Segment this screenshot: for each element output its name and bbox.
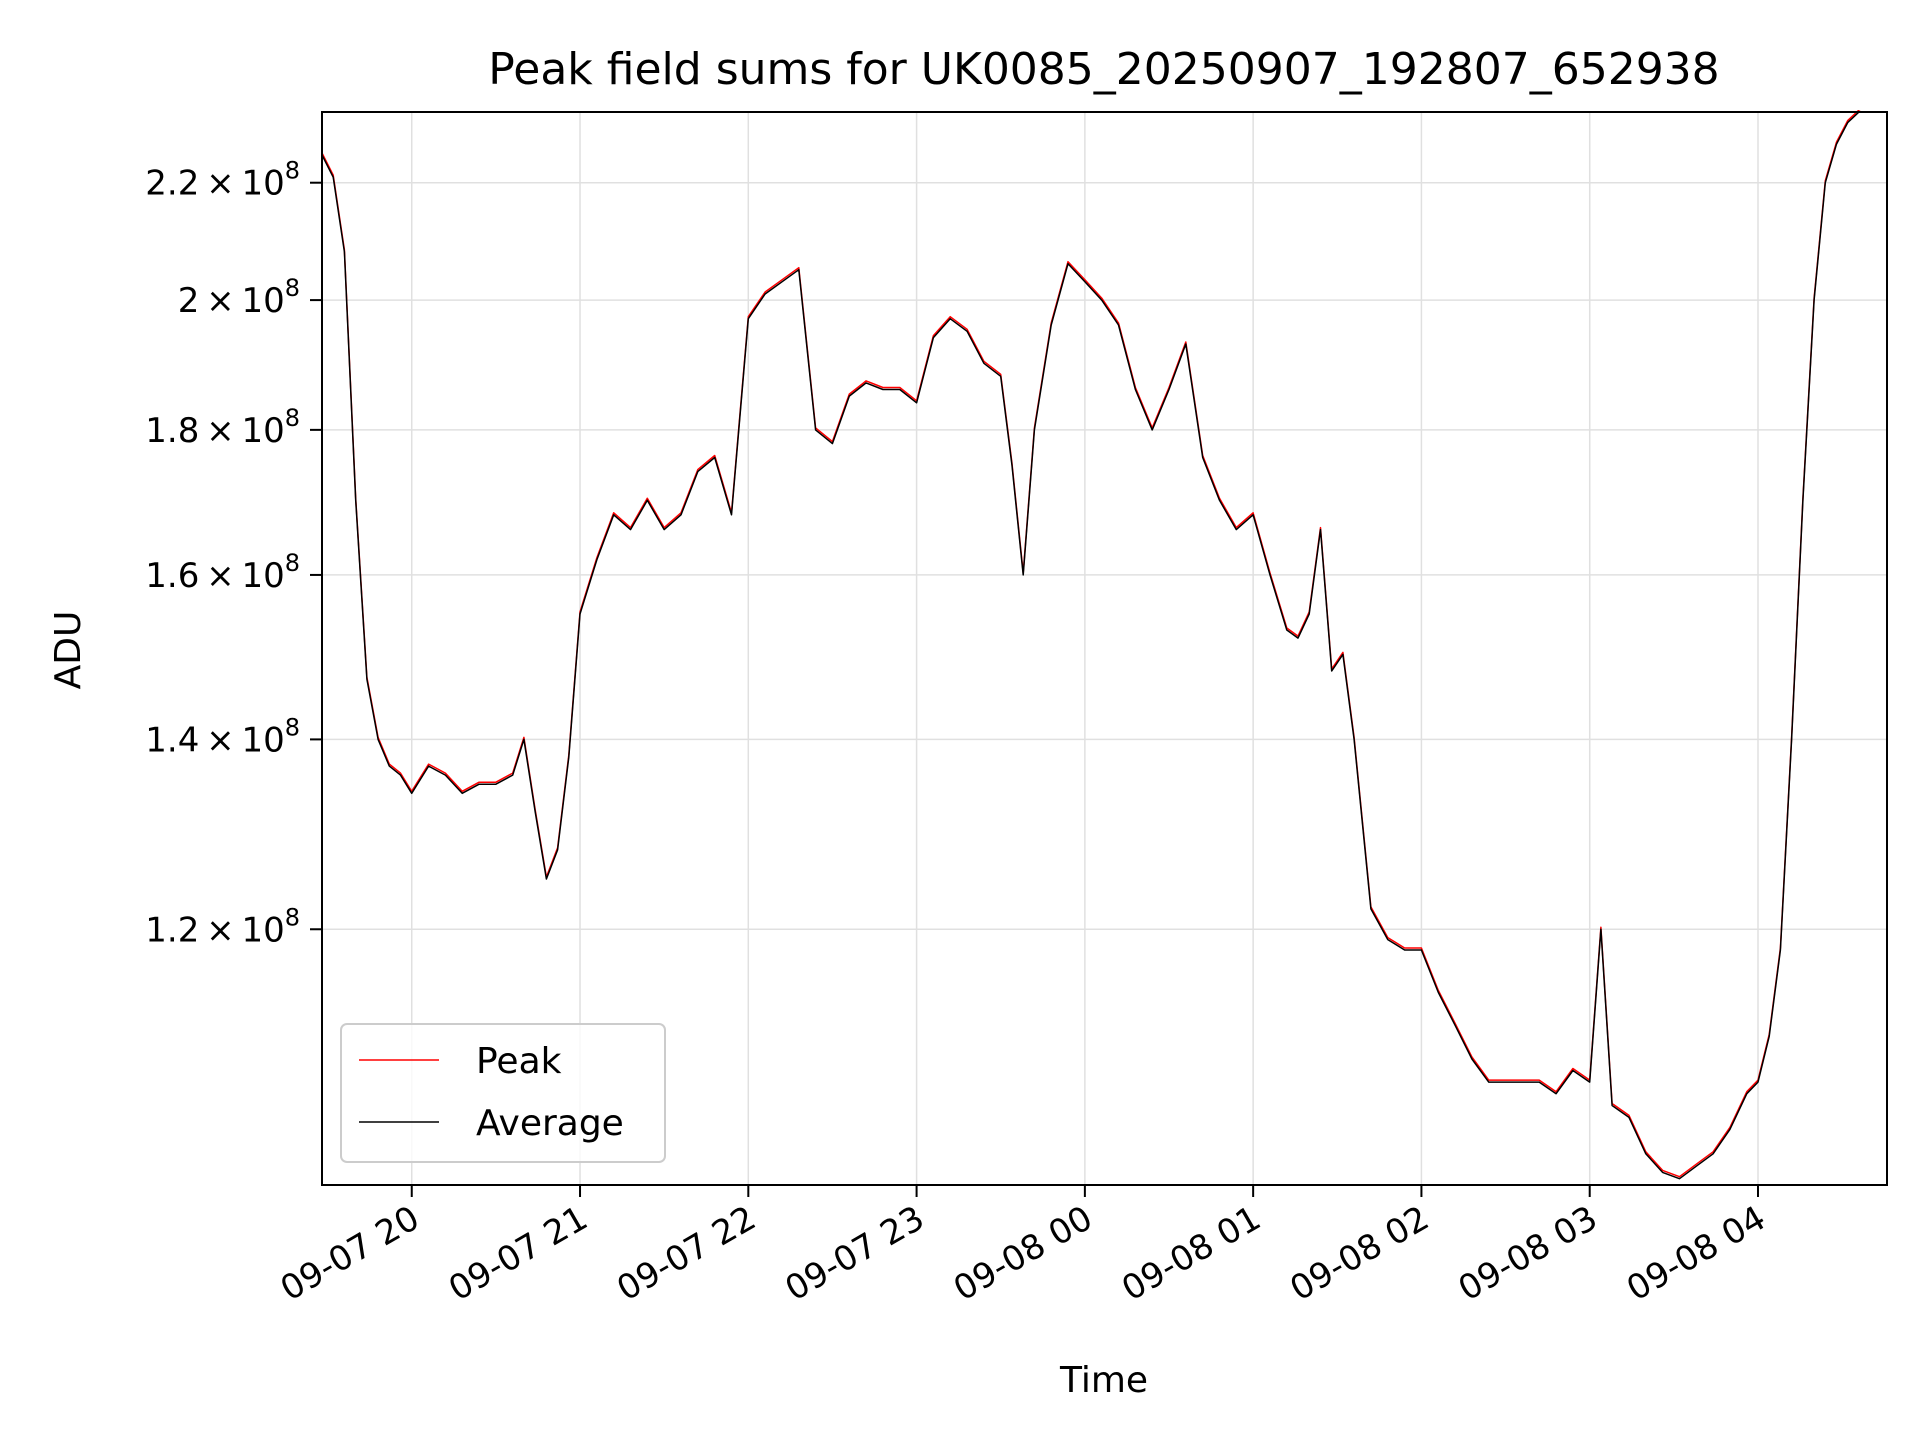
y-tick-base: 10 (241, 164, 284, 204)
y-tick-exponent: 8 (285, 713, 300, 741)
y-tick-mantissa: 1.6 (145, 556, 199, 596)
y-axis-label: ADU (48, 611, 89, 690)
x-axis-label: Time (1059, 1360, 1148, 1401)
y-tick-base: 10 (241, 910, 284, 950)
y-tick-base: 10 (241, 720, 284, 760)
x-tick-label: 09-08 03 (1452, 1198, 1604, 1309)
x-tick-label: 09-07 22 (610, 1198, 762, 1309)
y-tick-label: 1.4 × 108 (145, 713, 300, 760)
x-gridlines (410, 112, 1759, 1185)
y-tick-mantissa: 1.8 (145, 411, 199, 451)
y-tick-exponent: 8 (285, 903, 300, 931)
y-tick-times: × (199, 720, 241, 760)
y-tick-label: 2.2 × 108 (145, 157, 300, 204)
y-tick-exponent: 8 (285, 157, 300, 185)
y-tick-exponent: 8 (285, 549, 300, 577)
y-tick-mantissa: 1.2 (145, 910, 199, 950)
y-tick-times: × (199, 411, 241, 451)
y-tick-label: 1.8 × 108 (145, 404, 300, 451)
series-line-average (322, 112, 1861, 1180)
legend-box (340, 1023, 666, 1163)
x-tick-label: 09-08 02 (1284, 1198, 1436, 1309)
x-tick-label: 09-07 23 (779, 1198, 931, 1309)
y-tick-mantissa: 1.4 (145, 720, 199, 760)
x-tick-label: 09-08 01 (1115, 1198, 1267, 1309)
legend-label-peak: Peak (476, 1041, 562, 1082)
y-tick-mantissa: 2.2 (145, 164, 199, 204)
y-tick-label: 1.6 × 108 (145, 549, 300, 596)
y-tick-times: × (199, 164, 241, 204)
x-tick-label: 09-07 20 (274, 1198, 426, 1309)
y-tick-exponent: 8 (285, 274, 300, 302)
y-tick-base: 10 (241, 556, 284, 596)
y-gridlines (322, 181, 1887, 931)
series-layer (322, 110, 1861, 1180)
x-tick-label: 09-08 00 (947, 1198, 1099, 1309)
y-tick-times: × (199, 556, 241, 596)
x-axis: 09-07 20 09-07 21 09-07 22 09-07 23 09-08 00… (274, 1185, 1772, 1309)
y-tick-label: 1.2 × 108 (145, 903, 300, 950)
legend: Peak Average (340, 1023, 666, 1163)
y-tick-times: × (199, 910, 241, 950)
y-tick-label: 2 × 108 (178, 274, 300, 321)
y-tick-times: × (199, 281, 241, 321)
legend-label-average: Average (476, 1103, 624, 1144)
chart-title: Peak field sums for UK0085_20250907_1928… (488, 44, 1719, 95)
plot-frame (321, 111, 1888, 1186)
x-tick-label: 09-08 04 (1620, 1198, 1772, 1309)
y-tick-exponent: 8 (285, 404, 300, 432)
series-line-peak (322, 110, 1861, 1178)
y-tick-base: 10 (241, 411, 284, 451)
x-tick-label: 09-07 21 (442, 1198, 594, 1309)
y-tick-base: 10 (241, 281, 284, 321)
y-tick-mantissa: 2 (178, 281, 200, 321)
